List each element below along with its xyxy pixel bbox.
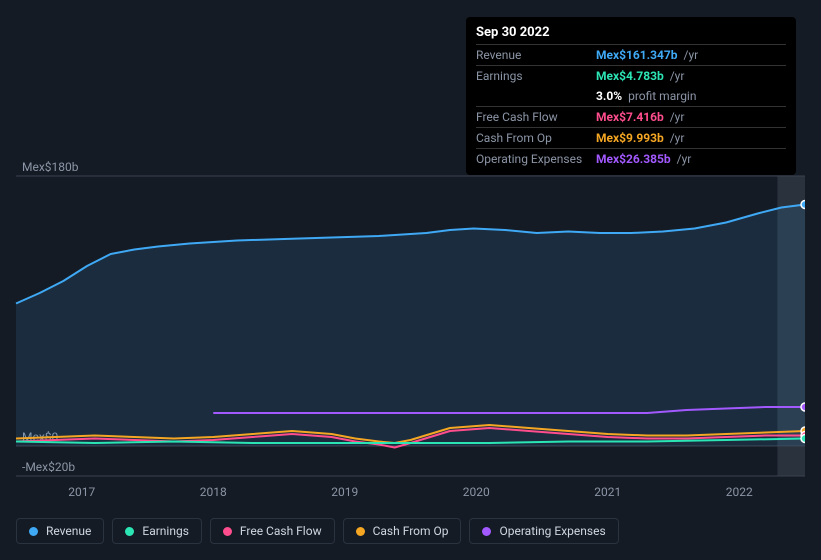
legend-item-label: Operating Expenses <box>499 524 605 538</box>
chart-legend: Revenue Earnings Free Cash Flow Cash From O… <box>16 518 619 544</box>
legend-marker-icon <box>356 527 365 536</box>
legend-marker-icon <box>223 527 232 536</box>
series-marker-operating_expenses <box>801 403 805 411</box>
legend-item[interactable]: Cash From Op <box>343 518 462 544</box>
legend-item[interactable]: Operating Expenses <box>469 518 618 544</box>
chart-plot: 2017 2018 2019 2020 2021 2022 <box>0 0 805 506</box>
legend-item-label: Earnings <box>142 524 189 538</box>
legend-item[interactable]: Free Cash Flow <box>210 518 335 544</box>
legend-marker-icon <box>125 527 134 536</box>
x-axis-label: 2019 <box>331 485 358 499</box>
x-axis-label: 2022 <box>726 485 753 499</box>
legend-item-label: Cash From Op <box>373 524 449 538</box>
x-axis-label: 2021 <box>594 485 621 499</box>
x-axis-label: 2020 <box>463 485 490 499</box>
legend-marker-icon <box>29 527 38 536</box>
chart-root: Sep 30 2022 RevenueMex$161.347b /yrEarni… <box>0 0 821 560</box>
series-marker-earnings <box>801 435 805 443</box>
legend-item[interactable]: Revenue <box>16 518 104 544</box>
legend-item-label: Free Cash Flow <box>240 524 322 538</box>
legend-marker-icon <box>482 527 491 536</box>
legend-item[interactable]: Earnings <box>112 518 202 544</box>
legend-item-label: Revenue <box>46 524 91 538</box>
x-axis-label: 2018 <box>200 485 227 499</box>
x-axis-label: 2017 <box>68 485 95 499</box>
series-marker-revenue <box>801 201 805 209</box>
